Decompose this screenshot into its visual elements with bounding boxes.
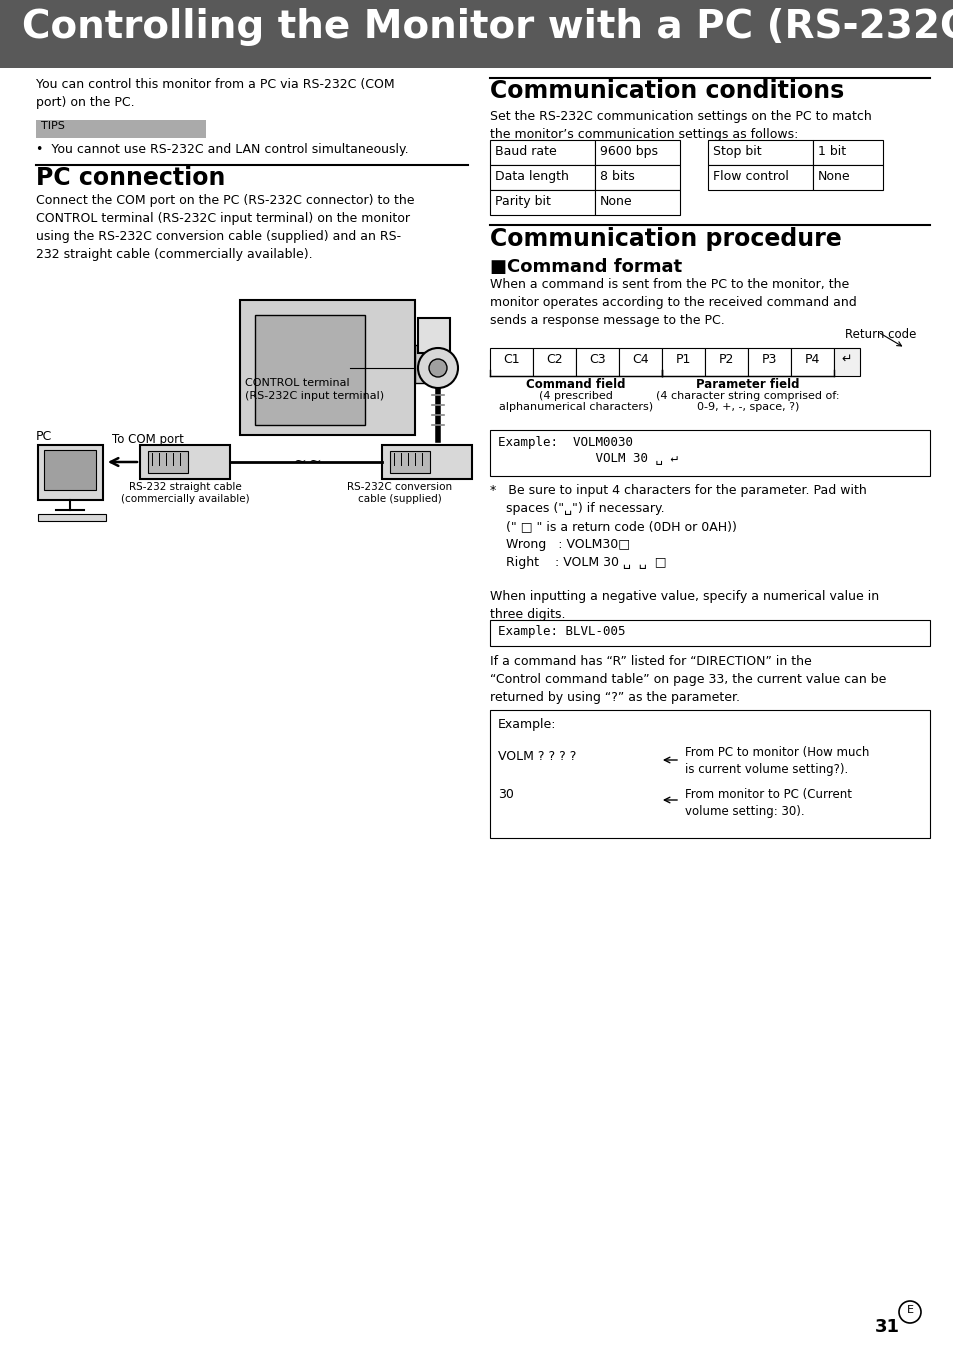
Text: ∼: ∼	[294, 454, 306, 468]
Text: ↵: ↵	[841, 352, 851, 366]
Bar	[38, 514, 106, 521]
Text: ■Command format: ■Command format	[490, 258, 681, 275]
Bar	[790, 348, 833, 377]
Bar	[415, 346, 433, 383]
Bar	[833, 348, 859, 377]
Text: Command field: Command field	[526, 378, 625, 392]
Text: P1: P1	[675, 352, 691, 366]
Bar	[36, 120, 206, 138]
Text: (4 character string comprised of:: (4 character string comprised of:	[656, 392, 839, 401]
Bar	[707, 140, 812, 165]
Bar	[490, 620, 929, 647]
Text: C2: C2	[546, 352, 562, 366]
Bar	[812, 165, 882, 190]
Text: CONTROL terminal
(RS-232C input terminal): CONTROL terminal (RS-232C input terminal…	[245, 378, 384, 401]
Text: Baud rate: Baud rate	[495, 144, 557, 158]
Text: Data length: Data length	[495, 170, 568, 184]
Bar	[148, 451, 188, 472]
Text: Example: BLVL-005: Example: BLVL-005	[497, 625, 625, 639]
Bar	[533, 348, 576, 377]
Text: From PC to monitor (How much
is current volume setting?).: From PC to monitor (How much is current …	[684, 747, 868, 776]
Bar	[812, 140, 882, 165]
Text: PC connection: PC connection	[36, 166, 225, 190]
Text: Connect the COM port on the PC (RS-232C connector) to the
CONTROL terminal (RS-2: Connect the COM port on the PC (RS-232C …	[36, 194, 414, 261]
Text: alphanumerical characters): alphanumerical characters)	[498, 402, 653, 412]
Circle shape	[898, 1301, 920, 1323]
Text: P2: P2	[718, 352, 734, 366]
Text: RS-232C conversion
cable (supplied): RS-232C conversion cable (supplied)	[347, 482, 452, 505]
Text: When a command is sent from the PC to the monitor, the
monitor operates accordin: When a command is sent from the PC to th…	[490, 278, 856, 327]
Bar	[576, 348, 618, 377]
Text: You can control this monitor from a PC via RS-232C (COM
port) on the PC.: You can control this monitor from a PC v…	[36, 78, 395, 109]
Bar	[254, 315, 365, 425]
Text: *   Be sure to input 4 characters for the parameter. Pad with
    spaces ("␣") i: * Be sure to input 4 characters for the …	[490, 485, 866, 568]
Text: Communication conditions: Communication conditions	[490, 80, 843, 103]
Text: P4: P4	[804, 352, 820, 366]
Text: When inputting a negative value, specify a numerical value in
three digits.: When inputting a negative value, specify…	[490, 590, 879, 621]
Bar	[595, 140, 679, 165]
Text: Parameter field: Parameter field	[696, 378, 799, 392]
Bar	[417, 319, 450, 352]
Bar	[490, 348, 533, 377]
Text: P3: P3	[761, 352, 777, 366]
Text: C3: C3	[589, 352, 605, 366]
Bar	[0, 0, 953, 68]
Text: None: None	[599, 194, 632, 208]
Circle shape	[429, 359, 447, 377]
Text: VOLM 30 ␣ ↵: VOLM 30 ␣ ↵	[497, 452, 678, 464]
Text: 30: 30	[497, 788, 514, 801]
Bar	[704, 348, 747, 377]
Text: E: E	[905, 1305, 913, 1315]
Text: C1: C1	[502, 352, 519, 366]
Bar	[390, 451, 430, 472]
Text: Example:  VOLM0030: Example: VOLM0030	[497, 436, 633, 450]
Bar	[595, 165, 679, 190]
Bar	[661, 348, 704, 377]
Text: 31: 31	[874, 1318, 899, 1336]
Bar	[490, 140, 595, 165]
Text: (4 prescribed: (4 prescribed	[538, 392, 612, 401]
Bar	[240, 300, 415, 435]
Text: Stop bit: Stop bit	[712, 144, 760, 158]
Text: 0-9, +, -, space, ?): 0-9, +, -, space, ?)	[696, 402, 799, 412]
Bar	[433, 352, 440, 362]
Text: VOLM ? ? ? ?: VOLM ? ? ? ?	[497, 751, 576, 763]
Text: Controlling the Monitor with a PC (RS-232C): Controlling the Monitor with a PC (RS-23…	[22, 8, 953, 46]
Bar	[140, 446, 230, 479]
Bar	[44, 450, 96, 490]
Bar	[381, 446, 472, 479]
Text: Communication procedure: Communication procedure	[490, 227, 841, 251]
Text: Flow control: Flow control	[712, 170, 788, 184]
Text: Parity bit: Parity bit	[495, 194, 550, 208]
Bar	[490, 165, 595, 190]
Text: 9600 bps: 9600 bps	[599, 144, 658, 158]
Text: If a command has “R” listed for “DIRECTION” in the
“Control command table” on pa: If a command has “R” listed for “DIRECTI…	[490, 655, 885, 703]
Bar	[490, 190, 595, 215]
Bar	[38, 446, 103, 500]
Text: C4: C4	[632, 352, 648, 366]
Text: 8 bits: 8 bits	[599, 170, 634, 184]
Text: ∼: ∼	[309, 454, 321, 468]
Bar	[747, 348, 790, 377]
Text: TIPS: TIPS	[41, 122, 65, 131]
Text: None: None	[817, 170, 850, 184]
Bar	[433, 369, 440, 378]
Text: Example:: Example:	[497, 718, 556, 730]
Circle shape	[417, 348, 457, 387]
Text: PC: PC	[36, 431, 52, 443]
Text: Return code: Return code	[844, 328, 916, 342]
Bar	[595, 190, 679, 215]
Bar	[490, 431, 929, 477]
Text: RS-232 straight cable
(commercially available): RS-232 straight cable (commercially avai…	[121, 482, 249, 505]
Bar	[707, 165, 812, 190]
Bar	[490, 710, 929, 838]
Text: To COM port: To COM port	[112, 433, 184, 446]
Text: From monitor to PC (Current
volume setting: 30).: From monitor to PC (Current volume setti…	[684, 788, 851, 818]
Bar	[618, 348, 661, 377]
Text: Set the RS-232C communication settings on the PC to match
the monitor’s communic: Set the RS-232C communication settings o…	[490, 109, 871, 140]
Text: •  You cannot use RS-232C and LAN control simultaneously.: • You cannot use RS-232C and LAN control…	[36, 143, 408, 157]
Text: 1 bit: 1 bit	[817, 144, 845, 158]
